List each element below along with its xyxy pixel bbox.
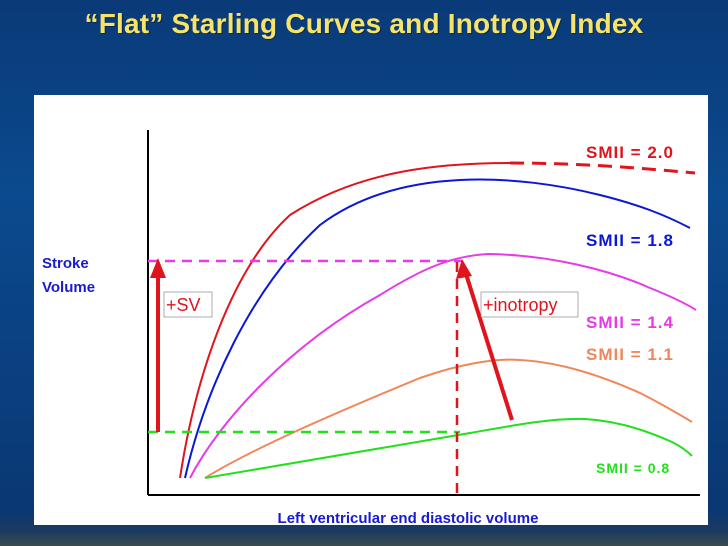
inotropy-label-box	[480, 291, 579, 318]
curve-label-smii-1-4: SMII = 1.4	[586, 313, 674, 332]
slide-title: “Flat” Starling Curves and Inotropy Inde…	[84, 8, 644, 39]
y-axis-label-volume: Volume	[42, 279, 95, 296]
curve-smii-2-0-dashed	[509, 161, 696, 175]
sv-label-box	[163, 291, 213, 318]
diagram-panel	[34, 95, 708, 525]
curve-label-smii-2-0: SMII = 2.0	[586, 143, 674, 162]
curve-smii-1-8	[184, 178, 691, 479]
curve-smii-1-1	[204, 358, 693, 479]
sv-arrow-head	[150, 258, 166, 278]
inotropy-arrow-shaft	[464, 273, 514, 421]
curve-smii-1-4	[189, 252, 697, 479]
inotropy-label: +inotropy	[483, 295, 558, 315]
y-axis-label-stroke: Stroke	[42, 255, 89, 272]
inotropy-arrow-head	[456, 259, 472, 279]
curve-smii-0-8	[204, 417, 693, 479]
sv-label: +SV	[166, 295, 201, 315]
curve-label-smii-0-8: SMII = 0.8	[596, 460, 670, 476]
curve-smii-2-0	[179, 162, 511, 479]
x-axis-label: Left ventricular end diastolic volume	[278, 510, 539, 527]
curve-label-smii-1-8: SMII = 1.8	[586, 231, 674, 250]
curve-label-smii-1-1: SMII = 1.1	[586, 345, 674, 364]
